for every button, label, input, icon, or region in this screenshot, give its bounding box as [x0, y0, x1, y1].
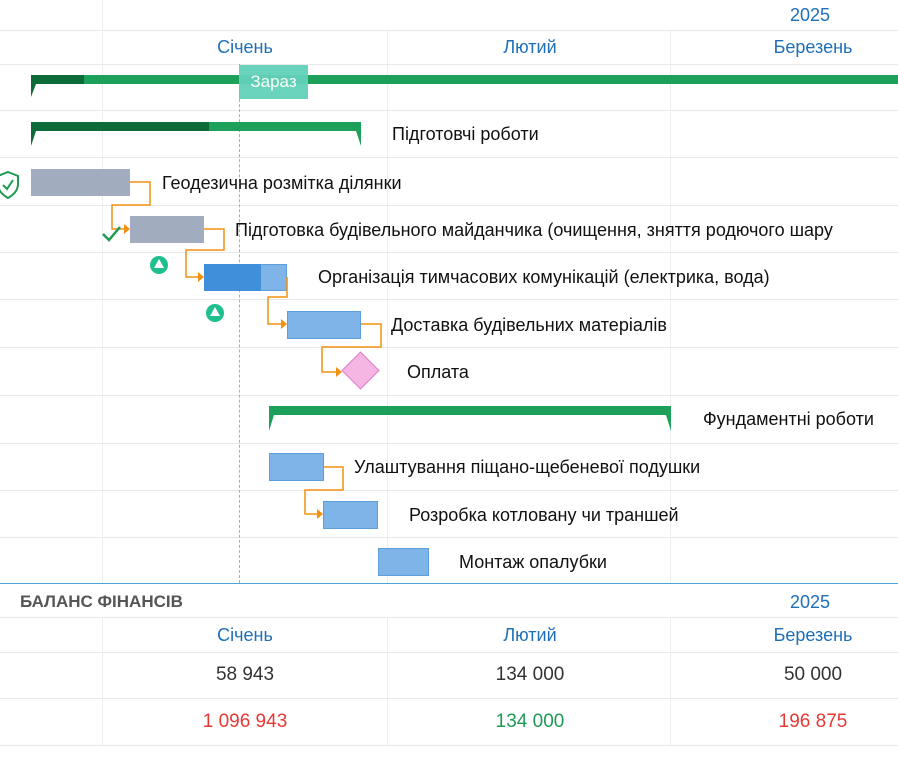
project-summary-tip-left [31, 84, 36, 97]
dependency-arrow [304, 466, 344, 515]
finance-row2-feb: 134 000 [495, 711, 565, 732]
task-bar-geodesy[interactable] [31, 169, 130, 196]
finance-row1-jan: 58 943 [215, 664, 275, 685]
task-label-foundation[interactable]: Фундаментні роботи [703, 409, 874, 429]
finance-row1-feb: 134 000 [495, 664, 565, 685]
month-header-mar: Березень [773, 37, 853, 57]
dependency-arrowhead [317, 509, 323, 519]
summary-prep-tip-right [356, 131, 361, 146]
project-summary-progress [31, 75, 84, 84]
task-bar-formwork[interactable] [378, 548, 429, 576]
shield-check-icon [0, 170, 19, 200]
finance-month-jan: Січень [217, 625, 273, 645]
task-label-preparation[interactable]: Підготовчі роботи [392, 124, 539, 144]
triangle-up-circle-icon [150, 256, 168, 274]
task-bar-utilities-progress [204, 264, 261, 291]
finance-row2-mar: 196 875 [778, 711, 848, 732]
task-bar-delivery[interactable] [287, 311, 361, 339]
summary-found-tip-left [269, 415, 274, 431]
finance-month-mar: Березень [773, 625, 853, 645]
triangle-up-circle-icon [206, 304, 224, 322]
dependency-arrowhead [198, 272, 204, 282]
task-label-formwork[interactable]: Монтаж опалубки [459, 552, 607, 572]
task-label-excavation[interactable]: Розробка котловану чи траншей [409, 505, 679, 525]
now-line [239, 64, 240, 583]
timeline-year: 2025 [790, 5, 831, 25]
dependency-arrow [111, 181, 151, 230]
task-label-geodesy[interactable]: Геодезична розмітка ділянки [162, 173, 402, 193]
task-bar-cushion[interactable] [269, 453, 324, 481]
dependency-arrowhead [336, 367, 342, 377]
task-label-payment[interactable]: Оплата [407, 362, 469, 382]
task-label-site-prep[interactable]: Підготовка будівельного майданчика (очищ… [235, 220, 833, 240]
task-bar-site-prep[interactable] [130, 216, 204, 243]
now-marker: Зараз [239, 65, 308, 99]
task-label-delivery[interactable]: Доставка будівельних матеріалів [391, 315, 667, 335]
dependency-arrowhead [281, 319, 287, 329]
dependency-arrow [267, 277, 288, 325]
task-label-utilities[interactable]: Організація тимчасових комунікацій (елек… [318, 267, 770, 287]
task-label-cushion[interactable]: Улаштування піщано-щебеневої подушки [354, 457, 701, 477]
summary-bar-preparation-progress [31, 122, 209, 131]
month-header-feb: Лютий [503, 37, 557, 57]
summary-found-tip-right [666, 415, 671, 431]
finance-title: БАЛАНС ФІНАНСІВ [20, 592, 183, 611]
project-summary-bar[interactable] [31, 75, 898, 84]
finance-year: 2025 [790, 592, 831, 612]
finance-row1-mar: 50 000 [783, 664, 843, 685]
checkmark-icon [102, 226, 121, 242]
finance-divider [0, 583, 898, 584]
month-header-jan: Січень [217, 37, 273, 57]
finance-month-feb: Лютий [503, 625, 557, 645]
dependency-arrow [185, 228, 225, 278]
dependency-arrow [321, 323, 382, 373]
summary-bar-foundation[interactable] [269, 406, 671, 415]
finance-row2-jan: 1 096 943 [202, 711, 288, 732]
summary-prep-tip-left [31, 131, 36, 146]
dependency-arrowhead [124, 224, 130, 234]
task-bar-excavation[interactable] [323, 501, 378, 529]
